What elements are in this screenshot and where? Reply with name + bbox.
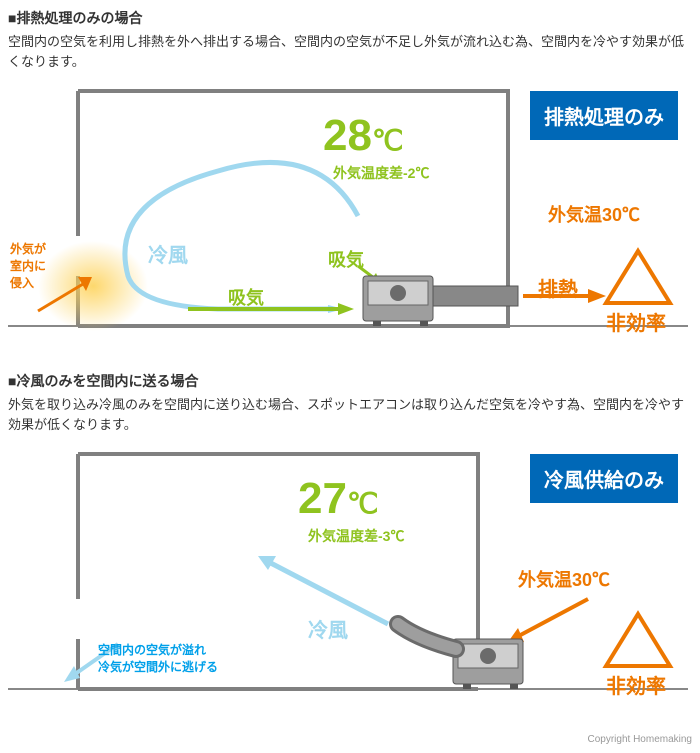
cool-air-label-2: 冷風: [308, 614, 348, 643]
diagram-1: 排熱処理のみ 28℃ 外気温度差-2℃ 外気温30℃ 冷風 吸気 吸気 排熱 外…: [8, 81, 688, 351]
section2-heading: ■冷風のみを空間内に送る場合: [8, 371, 692, 391]
temp-diff-2: 外気温度差-3℃: [308, 526, 404, 546]
temp-value-2: 27: [298, 474, 347, 523]
intake-label-top: 吸気: [328, 246, 364, 272]
cool-air-label-1: 冷風: [148, 239, 188, 268]
inefficient-label-1: 非効率: [606, 307, 666, 336]
temp-unit-1: ℃: [372, 125, 403, 156]
section1-heading: ■排熱処理のみの場合: [8, 8, 692, 28]
inefficient-label-2: 非効率: [606, 670, 666, 699]
copyright-text: Copyright Homemaking: [8, 734, 692, 745]
section-cool-supply-only: ■冷風のみを空間内に送る場合 外気を取り込み冷風のみを空間内に送り込む場合、スポ…: [8, 371, 692, 714]
outside-temp-2: 外気温30℃: [518, 566, 610, 592]
temp-diff-1: 外気温度差-2℃: [333, 163, 429, 183]
room-temp-2: 27℃: [298, 474, 378, 524]
temp-unit-2: ℃: [347, 488, 378, 519]
exhaust-label: 排熱: [538, 273, 578, 302]
intake-label-bottom: 吸気: [228, 284, 264, 310]
temp-value-1: 28: [323, 111, 372, 160]
mode-badge-1: 排熱処理のみ: [530, 91, 678, 140]
section-exhaust-only: ■排熱処理のみの場合 空間内の空気を利用し排熱を外へ排出する場合、空間内の空気が…: [8, 8, 692, 351]
infiltration-label: 外気が 室内に 侵入: [10, 241, 46, 291]
section1-desc: 空間内の空気を利用し排熱を外へ排出する場合、空間内の空気が不足し外気が流れ込む為…: [8, 32, 692, 71]
mode-badge-2: 冷風供給のみ: [530, 454, 678, 503]
overflow-note: 空間内の空気が溢れ 冷気が空間外に逃げる: [98, 642, 218, 676]
diagram-2: 冷風供給のみ 27℃ 外気温度差-3℃ 外気温30℃ 冷風 空間内の空気が溢れ …: [8, 444, 688, 714]
room-temp-1: 28℃: [323, 111, 403, 161]
section2-desc: 外気を取り込み冷風のみを空間内に送り込む場合、スポットエアコンは取り込んだ空気を…: [8, 395, 692, 434]
outside-temp-1: 外気温30℃: [548, 201, 640, 227]
